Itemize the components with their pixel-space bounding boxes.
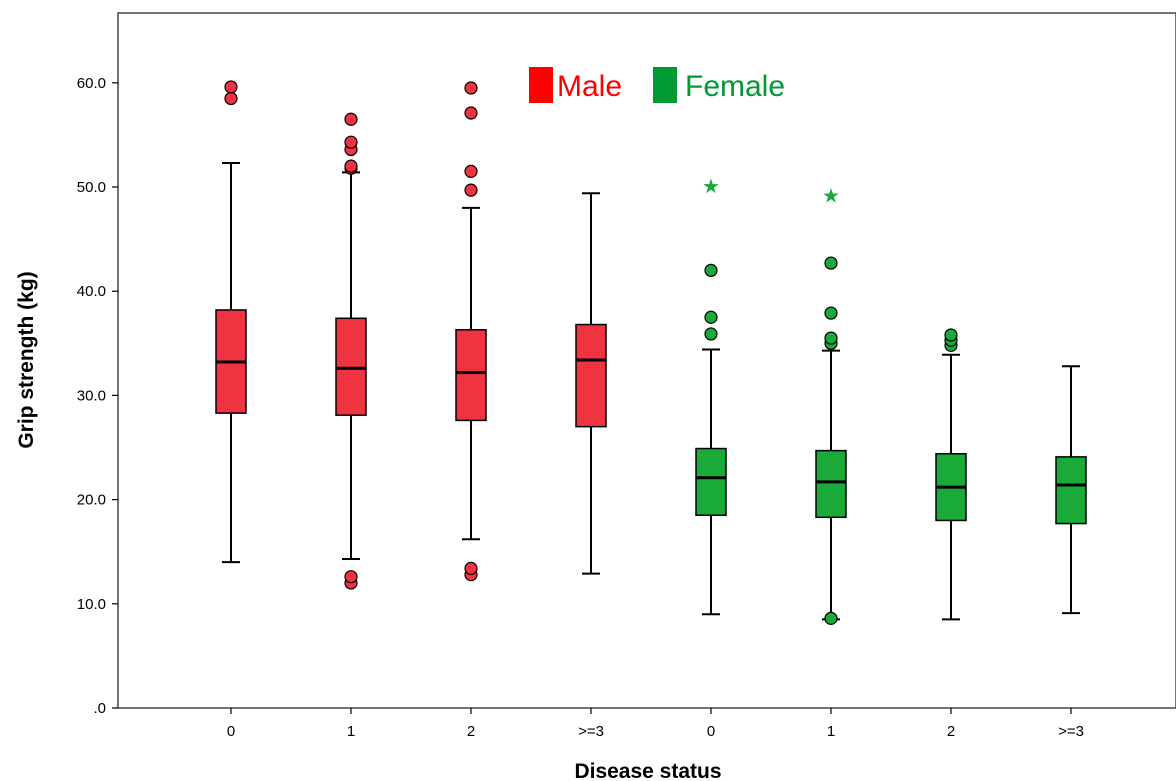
y-tick-label: 60.0 <box>77 75 106 92</box>
y-tick-label: 50.0 <box>77 179 106 196</box>
plot-frame <box>117 12 1176 709</box>
x-tick-label: 1 <box>827 723 835 740</box>
outlier-point <box>824 306 838 320</box>
outlier-point <box>344 112 358 126</box>
x-tick-label: >=3 <box>1058 723 1084 740</box>
box-group: ★ <box>695 174 727 616</box>
legend-label-male: Male <box>557 70 622 103</box>
y-axis-title: Grip strength (kg) <box>15 271 38 448</box>
box-group <box>215 80 247 564</box>
iqr-box <box>1055 456 1087 525</box>
outlier-point <box>464 106 478 120</box>
iqr-box <box>335 317 367 416</box>
box-group <box>935 328 967 621</box>
extreme-point: ★ <box>702 174 720 198</box>
box-group <box>335 112 367 590</box>
box-group: ★ <box>815 183 847 625</box>
box-group <box>575 192 607 575</box>
outlier-point <box>344 159 358 173</box>
x-tick-label: 1 <box>347 723 355 740</box>
legend-label-female: Female <box>685 70 785 103</box>
x-tick-label: 0 <box>707 723 715 740</box>
outlier-point <box>824 331 838 345</box>
legend-swatch-female <box>653 67 677 103</box>
legend-swatch-male <box>529 67 553 103</box>
iqr-box <box>815 449 847 519</box>
extreme-point: ★ <box>822 183 840 207</box>
outlier-point <box>464 164 478 178</box>
y-tick-label: 20.0 <box>77 492 106 509</box>
outlier-point <box>704 327 718 341</box>
outlier-point <box>704 310 718 324</box>
legend: Male Female <box>529 67 785 103</box>
outlier-point <box>464 561 478 575</box>
box-group <box>1055 365 1087 615</box>
outlier-point <box>464 183 478 197</box>
outlier-point <box>704 263 718 277</box>
iqr-box <box>695 447 727 516</box>
y-axis: .0 10.0 20.0 30.0 40.0 50.0 60.0 <box>77 75 118 717</box>
y-tick-label: 30.0 <box>77 387 106 404</box>
x-tick-label: 0 <box>227 723 235 740</box>
outlier-point <box>224 80 238 94</box>
iqr-box <box>575 323 607 428</box>
outlier-point <box>224 91 238 106</box>
outlier-point <box>824 611 838 625</box>
iqr-box <box>455 329 487 422</box>
y-tick-label: 40.0 <box>77 283 106 300</box>
x-tick-label: 2 <box>467 723 475 740</box>
outlier-point <box>944 328 958 342</box>
box-group <box>455 81 487 582</box>
y-tick-label: .0 <box>93 700 106 717</box>
boxes: ★ ★ <box>215 80 1087 625</box>
x-axis-title: Disease status <box>574 760 721 781</box>
outlier-point <box>464 81 478 95</box>
x-tick-label: 2 <box>947 723 955 740</box>
y-tick-label: 10.0 <box>77 596 106 613</box>
outlier-point <box>344 570 358 584</box>
outlier-point <box>344 135 358 149</box>
x-axis: 0 1 2 >=3 0 1 2 >=3 <box>227 708 1084 740</box>
outlier-point <box>824 256 838 270</box>
x-tick-label: >=3 <box>578 723 604 740</box>
